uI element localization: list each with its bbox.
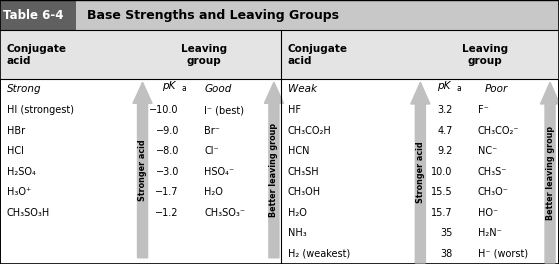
Text: HO⁻: HO⁻ <box>478 208 498 218</box>
Text: Stronger acid: Stronger acid <box>416 142 425 204</box>
Text: NH₃: NH₃ <box>288 228 307 238</box>
Text: −10.0: −10.0 <box>149 105 179 115</box>
Text: pK: pK <box>162 81 176 91</box>
Text: 15.7: 15.7 <box>431 208 453 218</box>
FancyArrow shape <box>133 82 152 258</box>
Text: HF: HF <box>288 105 301 115</box>
Text: Poor: Poor <box>485 84 509 95</box>
Text: −9.0: −9.0 <box>155 126 179 135</box>
Text: 10.0: 10.0 <box>432 167 453 177</box>
Text: H⁻ (worst): H⁻ (worst) <box>478 249 528 259</box>
Text: NC⁻: NC⁻ <box>478 146 497 156</box>
Text: CH₃SO₃⁻: CH₃SO₃⁻ <box>204 208 245 218</box>
Text: 35: 35 <box>440 228 453 238</box>
Text: Better leaving group: Better leaving group <box>269 123 278 217</box>
Text: Stronger acid: Stronger acid <box>138 139 147 201</box>
Text: 3.2: 3.2 <box>437 105 453 115</box>
Text: 9.2: 9.2 <box>437 146 453 156</box>
Text: Leaving
group: Leaving group <box>462 44 508 66</box>
Text: 15.5: 15.5 <box>431 187 453 197</box>
Text: −1.2: −1.2 <box>155 208 179 218</box>
Text: CH₃CO₂⁻: CH₃CO₂⁻ <box>478 126 519 135</box>
Text: Table 6-4: Table 6-4 <box>3 9 63 22</box>
Text: 38: 38 <box>440 249 453 259</box>
Text: CH₃OH: CH₃OH <box>288 187 321 197</box>
Text: F⁻: F⁻ <box>478 105 489 115</box>
Text: H₂N⁻: H₂N⁻ <box>478 228 501 238</box>
Bar <box>0 0 76 30</box>
Text: 4.7: 4.7 <box>437 126 453 135</box>
Text: HCl: HCl <box>7 146 23 156</box>
Text: Base Strengths and Leaving Groups: Base Strengths and Leaving Groups <box>87 9 339 22</box>
Text: CH₃S⁻: CH₃S⁻ <box>478 167 508 177</box>
FancyArrow shape <box>541 82 559 263</box>
Text: a: a <box>457 84 461 93</box>
Text: −8.0: −8.0 <box>155 146 179 156</box>
Text: Conjugate
acid: Conjugate acid <box>288 44 348 66</box>
FancyArrow shape <box>264 82 283 258</box>
Text: CH₃SH: CH₃SH <box>288 167 320 177</box>
Text: HSO₄⁻: HSO₄⁻ <box>204 167 234 177</box>
Text: Br⁻: Br⁻ <box>204 126 220 135</box>
Bar <box>0 30 559 79</box>
Text: I⁻ (best): I⁻ (best) <box>204 105 244 115</box>
Text: H₂SO₄: H₂SO₄ <box>7 167 36 177</box>
Text: −3.0: −3.0 <box>155 167 179 177</box>
Text: HBr: HBr <box>7 126 25 135</box>
Text: H₃O⁺: H₃O⁺ <box>7 187 31 197</box>
Text: −1.7: −1.7 <box>155 187 179 197</box>
Text: Weak: Weak <box>288 84 317 95</box>
Text: Strong: Strong <box>7 84 41 95</box>
Text: pK: pK <box>437 81 451 91</box>
Text: H₂ (weakest): H₂ (weakest) <box>288 249 350 259</box>
Text: Conjugate
acid: Conjugate acid <box>7 44 67 66</box>
Text: CH₃O⁻: CH₃O⁻ <box>478 187 509 197</box>
Text: HI (strongest): HI (strongest) <box>7 105 74 115</box>
Text: CH₃SO₃H: CH₃SO₃H <box>7 208 50 218</box>
Text: Leaving
group: Leaving group <box>181 44 227 66</box>
Text: Better leaving group: Better leaving group <box>546 126 555 220</box>
FancyArrow shape <box>411 82 430 263</box>
Text: a: a <box>182 84 186 93</box>
Bar <box>76 0 559 30</box>
Text: Cl⁻: Cl⁻ <box>204 146 219 156</box>
Text: HCN: HCN <box>288 146 309 156</box>
Text: Good: Good <box>204 84 231 95</box>
Text: CH₃CO₂H: CH₃CO₂H <box>288 126 331 135</box>
Text: H₂O: H₂O <box>288 208 307 218</box>
Text: H₂O: H₂O <box>204 187 223 197</box>
